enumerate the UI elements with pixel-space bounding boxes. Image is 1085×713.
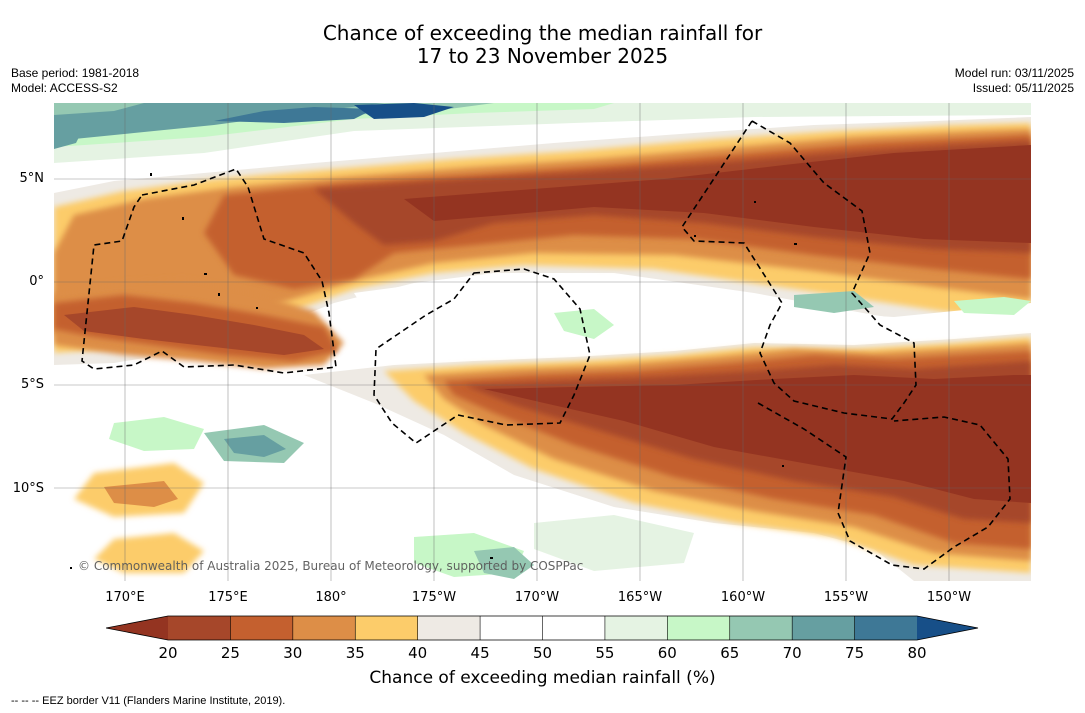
lat-label-5n: 5°N bbox=[19, 171, 45, 186]
colorbar-block bbox=[542, 616, 606, 640]
island-speck bbox=[782, 465, 784, 467]
colorbar-block bbox=[729, 616, 793, 640]
colorbar-label: Chance of exceeding median rainfall (%) bbox=[369, 668, 716, 688]
model-run: Model run: 03/11/2025 bbox=[954, 66, 1074, 80]
island-speck bbox=[70, 567, 72, 569]
lon-label-155w: 155°W bbox=[823, 590, 869, 605]
colorbar-outline bbox=[106, 615, 979, 641]
eez-border-cook-islands bbox=[757, 402, 1011, 570]
contour-70-west bbox=[54, 115, 84, 149]
colorbar-block bbox=[292, 616, 356, 640]
contour-40-southwest-b bbox=[94, 533, 204, 573]
contour-60-equator-b bbox=[954, 297, 1031, 315]
colorbar-tick-label: 25 bbox=[220, 644, 240, 662]
island-speck bbox=[204, 273, 207, 275]
colorbar-block bbox=[230, 616, 294, 640]
colorbar-tick-label: 80 bbox=[907, 644, 927, 662]
eez-border-kiribati-phoenix bbox=[373, 268, 591, 444]
lat-label-0: 0° bbox=[29, 274, 44, 289]
island-speck bbox=[256, 307, 258, 309]
colorbar-tick-label: 55 bbox=[595, 644, 615, 662]
lon-label-175e: 175°E bbox=[208, 590, 248, 605]
colorbar-tick-label: 40 bbox=[408, 644, 428, 662]
contour-75-north bbox=[214, 107, 374, 123]
island-speck bbox=[694, 235, 696, 237]
rainfall-map-svg bbox=[54, 103, 1031, 581]
island-speck bbox=[182, 217, 184, 220]
colorbar-block bbox=[667, 616, 731, 640]
chart-title-line2: 17 to 23 November 2025 bbox=[416, 44, 669, 68]
contour-70-southwest bbox=[224, 435, 286, 457]
colorbar-tick-label: 50 bbox=[532, 644, 553, 662]
colorbar-block bbox=[355, 616, 418, 640]
contour-55-south bbox=[534, 515, 694, 571]
colorbar-block bbox=[168, 616, 231, 640]
eez-footnote: -- -- -- EEZ border V11 (Flanders Marine… bbox=[11, 695, 286, 707]
lon-label-170w: 170°W bbox=[514, 590, 560, 605]
graticule bbox=[54, 103, 1031, 581]
meta-right: Model run: 03/11/2025 Issued: 05/11/2025 bbox=[955, 66, 1074, 96]
chart-title-line1: Chance of exceeding the median rainfall … bbox=[322, 21, 763, 45]
lon-label-170e: 170°E bbox=[105, 590, 145, 605]
contour-60-southwest-a bbox=[109, 417, 204, 451]
contour-25-west bbox=[64, 307, 324, 355]
contour-20-south-band bbox=[484, 375, 1031, 503]
lon-label-160w: 160°W bbox=[720, 590, 766, 605]
eez-border-kiribati-line bbox=[680, 119, 917, 420]
colorbar-tick-label: 65 bbox=[720, 644, 740, 662]
contour-60-equator-a bbox=[554, 309, 614, 339]
contour-20-north-band bbox=[404, 145, 1031, 243]
island-speck bbox=[218, 293, 220, 296]
colorbar-tick-label: 75 bbox=[845, 644, 865, 662]
colorbar-tick-label: 20 bbox=[158, 644, 178, 662]
colorbar-tick-label: 45 bbox=[470, 644, 490, 662]
islands bbox=[70, 173, 797, 569]
colorbar-block bbox=[792, 616, 855, 640]
lon-label-150w: 150°W bbox=[926, 590, 972, 605]
eez-borders bbox=[81, 119, 1011, 570]
contour-50-south bbox=[754, 539, 844, 575]
colorbar-tick-label: 60 bbox=[657, 644, 677, 662]
island-speck bbox=[490, 557, 493, 559]
colorbar-blocks bbox=[168, 616, 918, 640]
base-period: Base period: 1981-2018 bbox=[11, 66, 140, 80]
colorbar-block bbox=[480, 616, 543, 640]
colorbar-over-arrow bbox=[917, 616, 978, 640]
island-speck bbox=[150, 173, 152, 176]
contour-50-equator bbox=[354, 285, 1031, 355]
meta-left: Base period: 1981-2018 Model: ACCESS-S2 bbox=[11, 66, 139, 96]
lon-label-180: 180° bbox=[315, 590, 347, 605]
contour-80-north bbox=[354, 103, 454, 119]
island-speck bbox=[754, 201, 756, 203]
colorbar-block bbox=[417, 616, 481, 640]
colorbar-block bbox=[604, 616, 668, 640]
model-name: Model: ACCESS-S2 bbox=[11, 81, 118, 95]
colorbar-tick-label: 30 bbox=[283, 644, 303, 662]
lon-label-175w: 175°W bbox=[411, 590, 457, 605]
rainfall-map: © Commonwealth of Australia 2025, Bureau… bbox=[54, 103, 1031, 581]
copyright-notice: © Commonwealth of Australia 2025, Bureau… bbox=[78, 559, 584, 573]
lat-label-5s: 5°S bbox=[20, 377, 44, 392]
lon-label-165w: 165°W bbox=[617, 590, 663, 605]
colorbar-block bbox=[854, 616, 918, 640]
island-speck bbox=[794, 243, 797, 245]
colorbar bbox=[106, 615, 979, 641]
colorbar-under-arrow bbox=[106, 616, 168, 640]
issued-date: Issued: 05/11/2025 bbox=[972, 81, 1074, 95]
lat-label-10s: 10°S bbox=[12, 481, 44, 496]
colorbar-tick-label: 70 bbox=[782, 644, 802, 662]
contour-35-southwest bbox=[104, 481, 178, 507]
contour-65-south bbox=[474, 547, 534, 579]
eez-border-kiribati-gilbert bbox=[81, 168, 337, 374]
colorbar-tick-label: 35 bbox=[345, 644, 365, 662]
